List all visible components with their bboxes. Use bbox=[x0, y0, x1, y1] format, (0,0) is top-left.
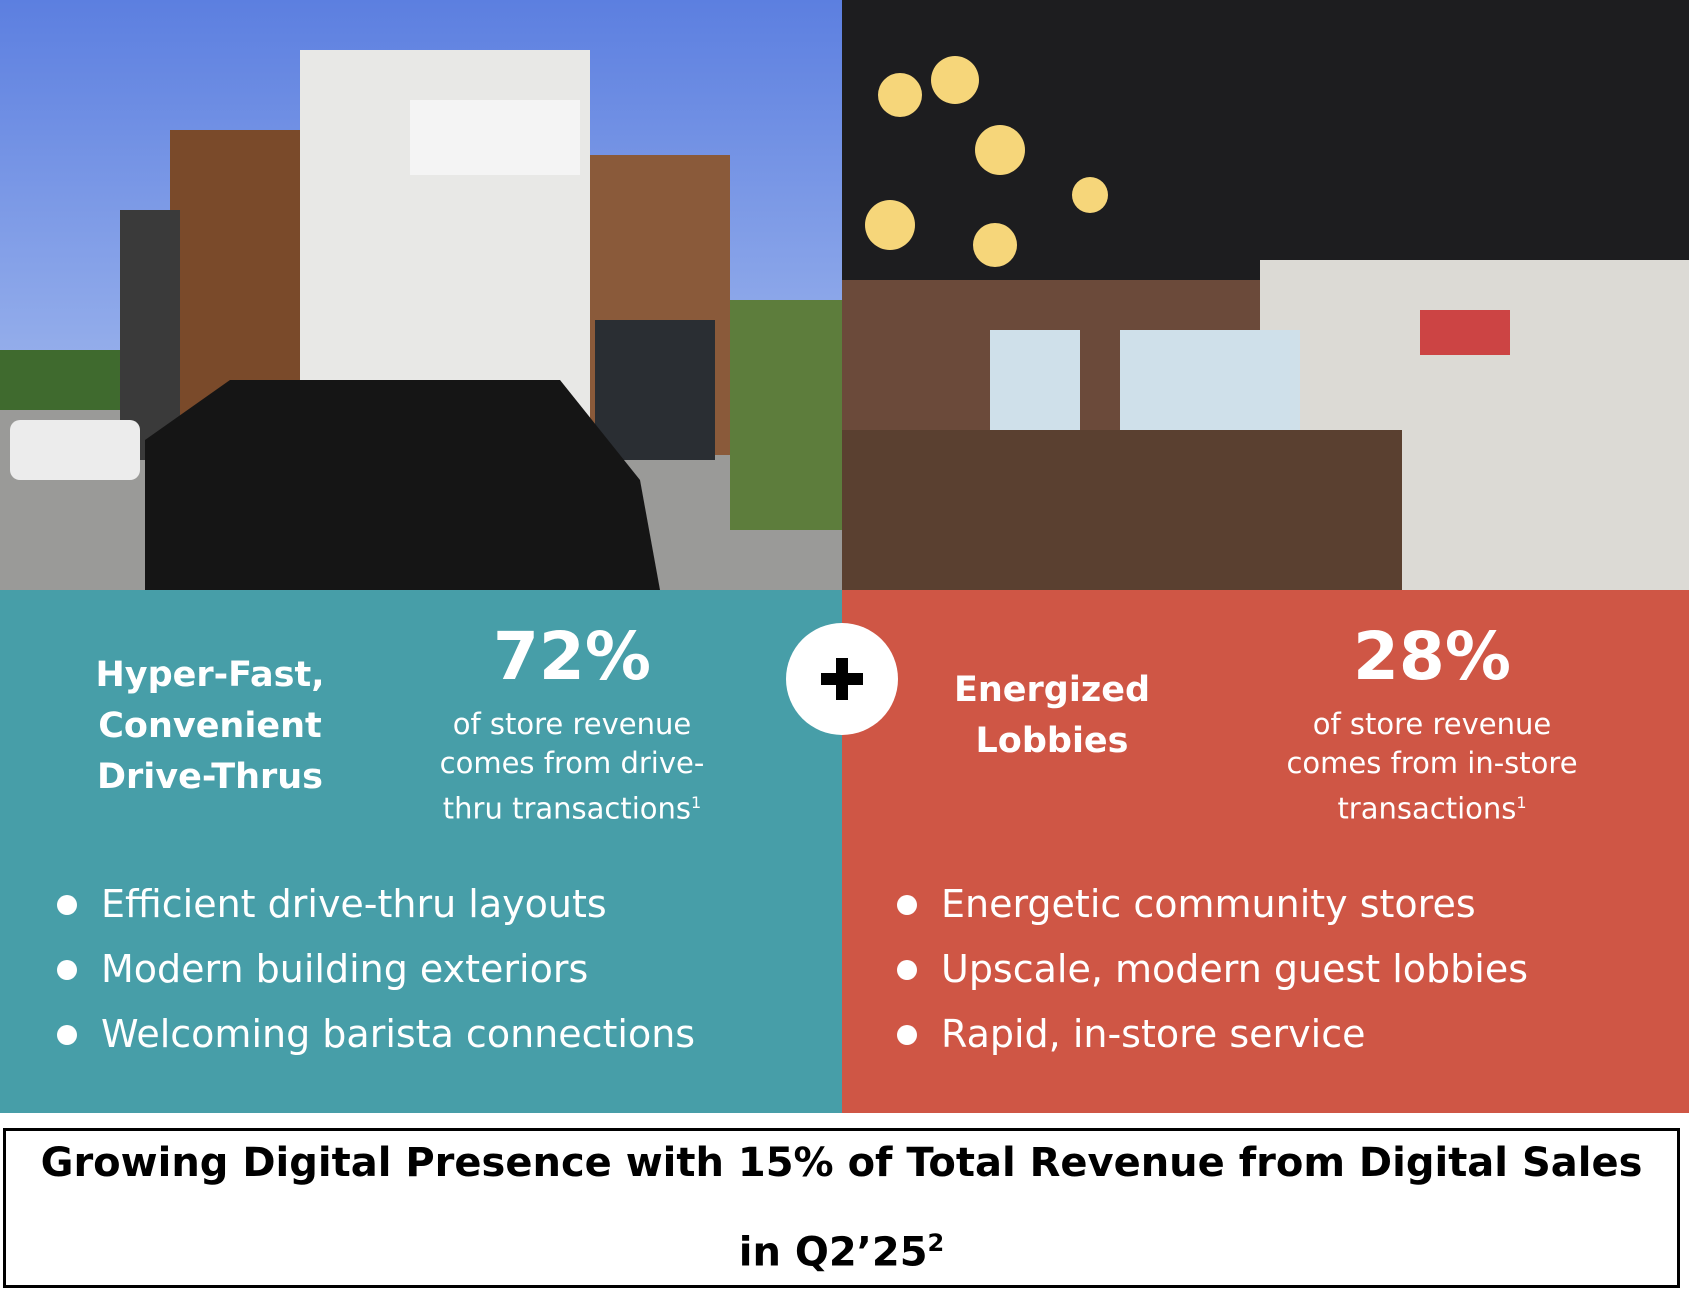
photos bbox=[0, 0, 1689, 590]
bullets: Energetic community stores Upscale, mode… bbox=[897, 872, 1528, 1067]
footnote: 1 bbox=[691, 793, 702, 812]
heading: Energized Lobbies bbox=[862, 665, 1242, 767]
stat-line: comes from drive- bbox=[439, 746, 705, 780]
stat-line: of store revenue bbox=[452, 707, 692, 741]
bullet: Upscale, modern guest lobbies bbox=[897, 937, 1528, 1002]
footnote: 1 bbox=[1516, 793, 1527, 812]
footnote: 2 bbox=[927, 1229, 945, 1258]
heading-line: Convenient bbox=[98, 706, 322, 746]
heading-line: Hyper-Fast, bbox=[95, 655, 325, 695]
heading: Hyper-Fast, Convenient Drive-Thrus bbox=[30, 650, 390, 803]
digital-banner: Growing Digital Presence with 15% of Tot… bbox=[3, 1128, 1680, 1288]
stat-line: transactions bbox=[1337, 791, 1517, 826]
banner-text: Growing Digital Presence with 15% of Tot… bbox=[40, 1140, 1643, 1276]
bullet: Energetic community stores bbox=[897, 872, 1528, 937]
stat-text: of store revenue comes from drive- thru … bbox=[402, 705, 742, 829]
heading-line: Lobbies bbox=[975, 721, 1129, 761]
stat-line: thru transactions bbox=[442, 791, 691, 826]
stat-line: comes from in-store bbox=[1286, 746, 1578, 780]
stat: 72% bbox=[493, 618, 651, 695]
bullet: Rapid, in-store service bbox=[897, 1002, 1528, 1067]
heading-line: Drive-Thrus bbox=[96, 757, 324, 797]
plus-badge bbox=[786, 623, 898, 735]
truck bbox=[145, 380, 660, 590]
drive-thru-panel: Hyper-Fast, Convenient Drive-Thrus 72% o… bbox=[0, 590, 842, 1113]
lobby-panel: Energized Lobbies 28% of store revenue c… bbox=[842, 590, 1689, 1113]
heading-line: Energized bbox=[953, 670, 1151, 710]
stat-text: of store revenue comes from in-store tra… bbox=[1242, 705, 1622, 829]
bullets: Efficient drive-thru layouts Modern buil… bbox=[57, 872, 695, 1067]
stat-line: of store revenue bbox=[1312, 707, 1552, 741]
bullet: Efficient drive-thru layouts bbox=[57, 872, 695, 937]
bullet: Modern building exteriors bbox=[57, 937, 695, 1002]
stat: 28% bbox=[1353, 618, 1511, 695]
bullet: Welcoming barista connections bbox=[57, 1002, 695, 1067]
